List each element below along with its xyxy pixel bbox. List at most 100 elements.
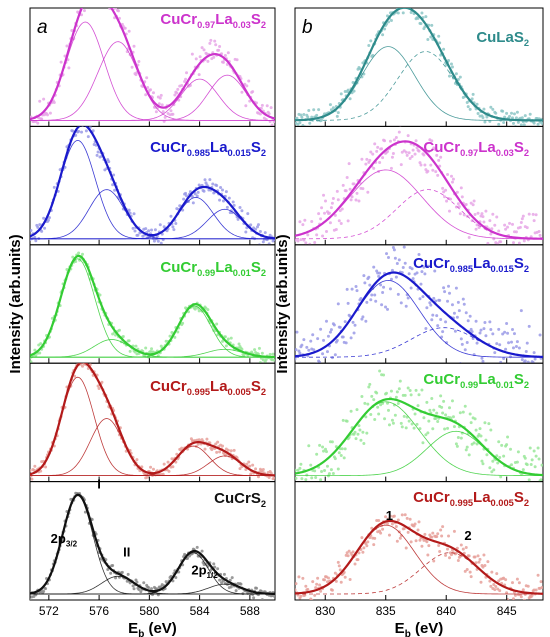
component-curve-2 (30, 418, 275, 476)
data-point (411, 277, 415, 281)
data-point (456, 202, 460, 206)
series-label: CuCr0.99La0.01S2 (160, 259, 266, 278)
data-point (229, 585, 233, 589)
data-point (127, 29, 131, 33)
data-point (362, 546, 366, 550)
data-point (222, 572, 226, 576)
data-point (522, 123, 526, 127)
data-point (352, 89, 356, 93)
data-point (399, 163, 403, 167)
data-point (502, 357, 506, 361)
data-point (319, 217, 323, 221)
data-point (434, 170, 438, 174)
data-point (448, 406, 452, 410)
data-point (300, 254, 303, 257)
data-point (384, 515, 388, 519)
data-point (169, 109, 173, 113)
data-point (251, 90, 255, 94)
data-point (261, 468, 265, 472)
data-point (420, 270, 424, 274)
data-point (394, 2, 397, 5)
data-point (376, 405, 380, 409)
data-point (355, 191, 359, 195)
data-point (363, 281, 367, 285)
data-point (404, 150, 408, 154)
data-points (30, 126, 275, 245)
data-point (404, 546, 408, 550)
data-point (462, 213, 466, 217)
data-point (247, 79, 251, 83)
data-point (373, 536, 377, 540)
data-point (174, 576, 178, 580)
data-point (432, 408, 436, 412)
data-point (539, 478, 543, 482)
data-point (402, 123, 405, 126)
data-point (430, 318, 434, 322)
data-point (126, 572, 130, 576)
data-point (335, 189, 339, 193)
data-point (456, 300, 460, 304)
data-point (295, 483, 298, 486)
data-point (249, 223, 253, 227)
data-point (180, 446, 184, 450)
data-point (65, 44, 69, 48)
data-point (464, 448, 468, 452)
data-point (489, 584, 493, 588)
data-point (380, 303, 384, 307)
data-point (443, 290, 447, 294)
data-point (455, 315, 459, 319)
data-point (339, 453, 343, 457)
data-point (137, 59, 141, 63)
data-point (505, 321, 509, 325)
data-point (221, 188, 224, 192)
data-point (117, 328, 121, 332)
data-point (457, 309, 461, 313)
data-point (450, 303, 454, 307)
data-point (413, 152, 417, 156)
data-point (430, 535, 434, 539)
data-point (324, 450, 328, 454)
data-point (460, 195, 464, 199)
data-point (475, 223, 479, 227)
data-point (333, 457, 337, 461)
data-point (535, 369, 538, 372)
data-point (368, 283, 372, 287)
data-point (82, 9, 86, 13)
data-point (356, 558, 360, 562)
data-point (267, 112, 271, 116)
data-point (450, 180, 454, 184)
data-point (30, 360, 33, 364)
data-point (305, 473, 309, 477)
subpanel-a-1: CuCr0.97La0.03S2 (29, 7, 276, 127)
data-point (377, 412, 381, 416)
data-point (295, 588, 297, 592)
data-point (461, 297, 465, 301)
data-point (499, 475, 503, 479)
fit-envelope (295, 397, 543, 477)
x-tick-label: 576 (89, 604, 109, 618)
data-point (427, 419, 431, 423)
data-point (221, 339, 224, 343)
data-point (139, 590, 143, 594)
series-label: CuCr0.985La0.015S2 (413, 255, 529, 274)
data-point (357, 199, 361, 203)
data-point (239, 582, 243, 586)
data-point (132, 212, 136, 216)
data-point (402, 414, 406, 418)
data-point (218, 578, 222, 582)
data-point (328, 103, 332, 107)
data-point (142, 581, 146, 585)
data-point (480, 459, 484, 463)
data-point (396, 11, 400, 15)
data-point (475, 102, 479, 106)
data-point (389, 389, 393, 393)
data-point (357, 424, 361, 428)
data-point (316, 484, 319, 487)
data-point (229, 449, 233, 453)
data-point (333, 353, 337, 357)
data-point (528, 112, 532, 116)
data-point (33, 348, 37, 352)
data-point (203, 447, 207, 451)
data-point (369, 39, 373, 43)
data-point (448, 197, 452, 201)
